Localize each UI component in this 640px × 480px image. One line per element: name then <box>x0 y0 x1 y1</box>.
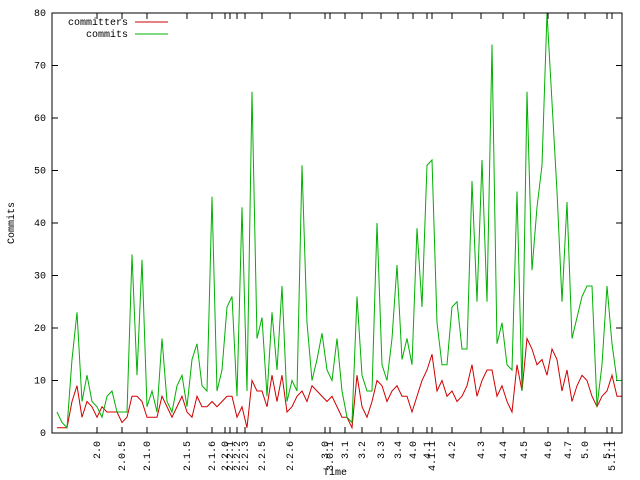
x-tick-label: 2.2.0 <box>221 441 232 471</box>
series-line <box>56 12 622 429</box>
x-tick-label: 4.2 <box>448 441 459 459</box>
x-tick-label: 2.1.6 <box>208 441 219 471</box>
x-tick-label: 5.1 <box>603 441 614 459</box>
x-tick-label: 3.3 <box>377 441 388 459</box>
x-tick-label: 4.1 <box>423 441 434 459</box>
x-tick-label: 4.6 <box>544 441 555 459</box>
y-tick-label: 10 <box>34 377 46 388</box>
legend-label: commits <box>86 29 128 41</box>
x-tick-label: 2.2.5 <box>258 441 269 471</box>
y-tick-label: 70 <box>34 62 46 73</box>
y-tick-label: 50 <box>34 167 46 178</box>
x-tick-label: 2.0 <box>93 441 104 459</box>
x-tick-label: 3.4 <box>394 441 405 459</box>
y-axis-label: Commits <box>6 202 18 244</box>
x-tick-label: 4.1.1 <box>428 441 439 471</box>
x-tick-label: 4.4 <box>499 441 510 459</box>
y-tick-label: 60 <box>34 114 46 125</box>
x-tick-label: 2.2.6 <box>286 441 297 471</box>
x-tick-label: 4.0 <box>409 441 420 459</box>
x-tick-label: 2.2.2 <box>233 441 244 471</box>
x-axis-label: Time <box>323 467 347 479</box>
x-tick-label: 2.0.5 <box>118 441 129 471</box>
x-tick-label: 3.0 <box>321 441 332 459</box>
y-tick-label: 0 <box>40 429 46 440</box>
x-tick-label: 3.2 <box>358 441 369 459</box>
legend-label: committers <box>68 17 128 29</box>
y-tick-label: 30 <box>34 272 46 283</box>
x-tick-label: 5.1.1 <box>608 441 619 471</box>
x-tick-label: 2.1.5 <box>183 441 194 471</box>
series-line <box>57 336 622 430</box>
x-tick-label: 2.2.1 <box>226 441 237 471</box>
x-tick-label: 2.1.0 <box>143 441 154 471</box>
x-tick-label: 4.5 <box>520 441 531 459</box>
x-tick-label: 4.3 <box>477 441 488 459</box>
x-tick-label: 3.0.1 <box>326 441 337 471</box>
y-tick-label: 40 <box>34 219 46 230</box>
y-tick-label: 20 <box>34 324 46 335</box>
y-tick-label: 80 <box>34 9 46 20</box>
x-tick-label: 5.0 <box>581 441 592 459</box>
x-tick-label: 2.2.3 <box>241 441 252 471</box>
x-tick-label: 3.1 <box>341 441 352 459</box>
x-tick-label: 4.7 <box>564 441 575 459</box>
plot-border <box>51 12 623 434</box>
